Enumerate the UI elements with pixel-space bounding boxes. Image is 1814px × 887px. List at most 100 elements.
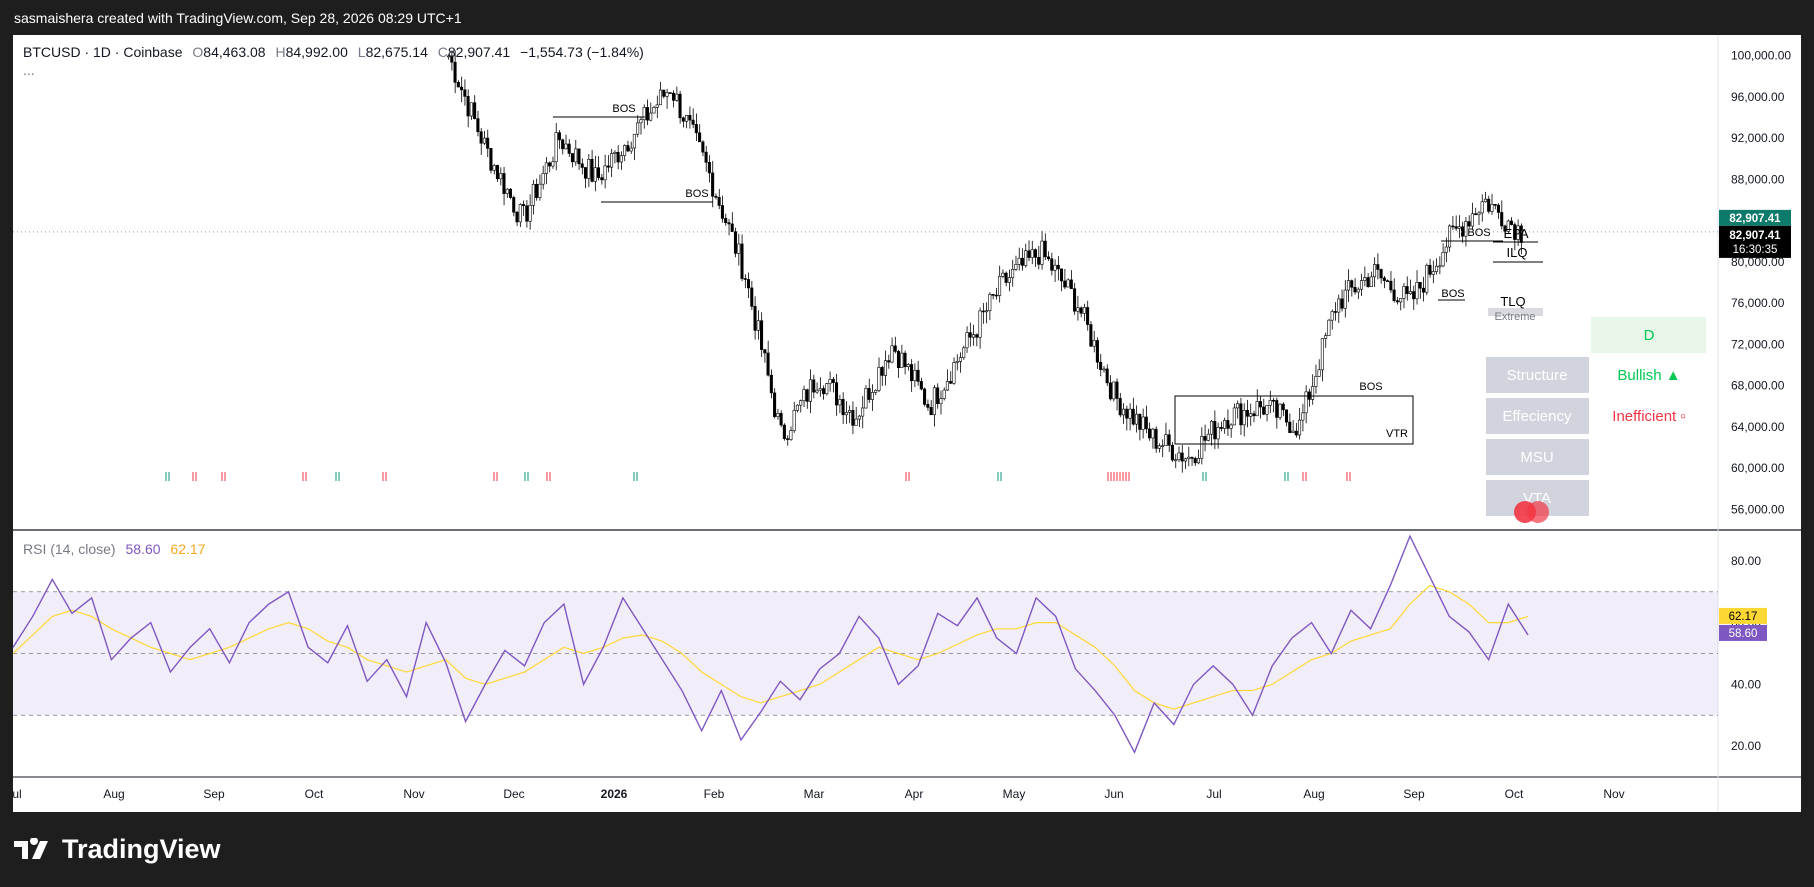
candle-up <box>469 102 473 117</box>
candle-down <box>1340 298 1344 309</box>
candle-down <box>769 374 773 394</box>
candle-down <box>626 145 630 152</box>
candle-down <box>1503 225 1507 232</box>
candle-up <box>1242 410 1246 426</box>
candle-up <box>1014 264 1018 270</box>
candle-up <box>619 155 623 163</box>
candle-down <box>512 197 516 213</box>
candle-down <box>671 92 676 101</box>
time-tick-label: Oct <box>1505 787 1524 801</box>
more-button[interactable]: ... <box>23 62 35 78</box>
panel-row-label: MSU <box>1520 449 1553 466</box>
candle-up <box>665 92 669 97</box>
rsi-ma-badge <box>1719 607 1767 624</box>
candle-up <box>906 364 910 368</box>
rsi-badge <box>1719 624 1767 641</box>
chart-svg[interactable]: 100,000.00 96,000.00 92,000.00 88,000.00 80,… <box>6 35 1801 812</box>
candle-down <box>1245 410 1249 417</box>
candle-up <box>795 404 799 411</box>
candle-up <box>636 122 640 135</box>
candle-down <box>1154 428 1158 449</box>
chart-frame[interactable]: 100,000.00 96,000.00 92,000.00 88,000.00 80,… <box>6 35 1801 812</box>
candle-up <box>652 107 656 114</box>
time-tick-label: Mar <box>804 787 825 801</box>
candle-up <box>564 143 568 150</box>
candle-up <box>799 400 803 406</box>
candle-up <box>1076 307 1080 312</box>
candle-up <box>1268 399 1272 406</box>
candle-up <box>1506 220 1510 232</box>
candle-up <box>756 320 760 331</box>
candle-down <box>1350 280 1354 288</box>
candle-down <box>1496 204 1500 213</box>
price-tick-label: 80,000.00 <box>1731 255 1785 269</box>
candle-down <box>991 294 995 296</box>
candle-down <box>1500 212 1504 227</box>
candle-down <box>486 137 490 149</box>
candle-up <box>818 388 822 391</box>
candle-down <box>521 204 526 207</box>
candle-down <box>1144 416 1148 430</box>
candle-up <box>1128 408 1132 419</box>
candle-down <box>1099 361 1103 370</box>
candle-up <box>958 357 962 362</box>
candle-down <box>1089 324 1093 347</box>
candle-up <box>1480 201 1484 214</box>
change-value: −1,554.73 (−1.84%) <box>520 44 644 60</box>
candle-up <box>1112 381 1116 400</box>
candle-down <box>1056 264 1060 270</box>
candle-up <box>518 204 522 223</box>
candle-down <box>968 332 972 338</box>
high-label: H <box>275 44 286 60</box>
candle-up <box>1402 286 1406 299</box>
candle-down <box>1079 307 1083 314</box>
time-tick-label: Jun <box>1104 787 1123 801</box>
rsi-label[interactable]: RSI (14, close) <box>23 541 116 557</box>
candle-up <box>1346 280 1350 291</box>
candle-down <box>1069 279 1073 290</box>
candle-down <box>724 218 728 223</box>
candle-up <box>1441 252 1445 267</box>
candle-up <box>998 276 1002 296</box>
close-badge <box>1719 209 1791 226</box>
symbol-name[interactable]: BTCUSD · 1D · Coinbase <box>23 44 183 60</box>
candle-up <box>1082 307 1086 314</box>
candle-down <box>750 287 754 307</box>
tradingview-logo[interactable]: TradingView <box>14 834 221 865</box>
candle-down <box>763 349 767 354</box>
candle-down <box>1353 287 1357 293</box>
candle-up <box>1399 298 1403 303</box>
candle-up <box>1040 240 1044 265</box>
candle-up <box>988 294 992 312</box>
candle-up <box>1369 276 1373 287</box>
candle-up <box>1359 280 1364 290</box>
candle-up <box>505 188 509 194</box>
candle-up <box>1356 288 1360 293</box>
candle-up <box>789 430 793 440</box>
candle-down <box>916 369 920 382</box>
candle-down <box>701 141 705 153</box>
candle-down <box>681 117 685 122</box>
candle-down <box>835 382 839 406</box>
candle-down <box>1118 398 1122 416</box>
candle-up <box>854 418 858 426</box>
candle-down <box>1033 249 1037 258</box>
candle-up <box>939 398 943 405</box>
rsi-ma-value: 62.17 <box>170 541 206 557</box>
candle-up <box>1337 298 1341 313</box>
bos-label-4: BOS <box>1467 227 1490 239</box>
candle-down <box>1020 257 1024 266</box>
candle-down <box>691 119 695 125</box>
candle-down <box>525 205 529 222</box>
candle-down <box>1421 287 1425 293</box>
candle-down <box>1379 269 1383 279</box>
candle-up <box>685 114 689 122</box>
candle-up <box>1311 386 1315 400</box>
candle-down <box>535 184 539 198</box>
candle-up <box>1232 407 1236 426</box>
close-badge-text: 82,907.41 <box>1729 213 1781 225</box>
candle-up <box>655 104 659 108</box>
candle-up <box>1304 391 1308 414</box>
candle-up <box>815 389 819 393</box>
open-label: O <box>192 44 204 60</box>
